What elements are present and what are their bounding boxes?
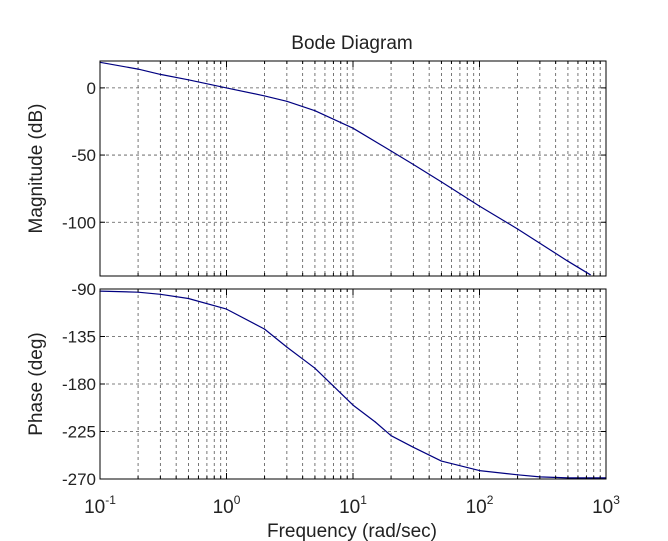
phase-data-point	[225, 308, 228, 310]
magnitude-y-axis-label: Magnitude (dB)	[26, 104, 47, 234]
mag-y-tick-label: -100	[62, 213, 96, 232]
phase-y-axis-label: Phase (deg)	[26, 332, 47, 436]
phase-series	[99, 290, 607, 479]
mag-data-point	[159, 73, 161, 76]
mag-data-point	[390, 150, 392, 152]
phase-data-point	[159, 293, 161, 295]
phase-y-tick-label: -180	[62, 375, 96, 394]
phase-data-point	[516, 474, 519, 476]
phase-y-tick-label: -90	[71, 280, 96, 299]
mag-data-point	[589, 274, 591, 276]
phase-data-point	[286, 346, 288, 348]
phase-data-point	[314, 367, 316, 369]
x-tick-label: 10-1	[84, 493, 116, 518]
mag-data-point	[314, 110, 316, 112]
phase-data-point	[412, 446, 414, 448]
phase-y-tick-label: -270	[62, 470, 96, 489]
x-tick-label: 102	[466, 493, 494, 518]
magnitude-panel: 0 -50 -100 Magnitude (dB)	[26, 60, 607, 277]
x-axis-label: Frequency (rad/sec)	[267, 521, 437, 541]
phase-data-point	[440, 460, 443, 462]
mag-y-tick-label: -50	[71, 146, 96, 165]
phase-panel: -90 -135 -180 -225 -270 10-1 100 101 102 103 Pha…	[26, 280, 620, 541]
mag-data-point	[352, 127, 354, 129]
phase-data-point	[263, 328, 266, 330]
mag-y-tick-label: 0	[87, 79, 96, 98]
phase-data-point	[390, 435, 392, 437]
mag-data-point	[137, 68, 139, 70]
mag-data-point	[286, 100, 288, 102]
mag-data-point	[225, 87, 228, 89]
magnitude-y-ticks: 0 -50 -100	[62, 79, 606, 232]
phase-data-point	[187, 297, 190, 300]
mag-data-point	[478, 205, 481, 207]
phase-data-point	[478, 469, 481, 472]
x-tick-label: 101	[339, 493, 367, 518]
x-tick-label: 100	[213, 493, 241, 518]
mag-data-point	[412, 163, 414, 166]
chart-title: Bode Diagram	[291, 33, 412, 54]
phase-data-point	[374, 421, 376, 423]
mag-data-point	[187, 79, 190, 81]
phase-x-ticks: 10-1 100 101 102 103	[84, 289, 620, 518]
magnitude-grid	[100, 61, 606, 276]
mag-data-point	[516, 228, 519, 230]
mag-data-point	[263, 95, 266, 97]
phase-y-tick-label: -135	[62, 328, 96, 347]
phase-data-point	[352, 404, 354, 406]
magnitude-x-ticks	[99, 61, 607, 276]
phase-data-point	[332, 385, 335, 387]
phase-y-ticks: -90 -135 -180 -225 -270	[62, 280, 606, 489]
phase-grid	[100, 289, 606, 479]
mag-series-line	[99, 61, 591, 276]
mag-data-point	[440, 181, 443, 183]
magnitude-series	[99, 61, 591, 276]
mag-data-point	[567, 260, 569, 262]
x-tick-label: 103	[592, 493, 620, 518]
phase-y-tick-label: -225	[62, 423, 96, 442]
